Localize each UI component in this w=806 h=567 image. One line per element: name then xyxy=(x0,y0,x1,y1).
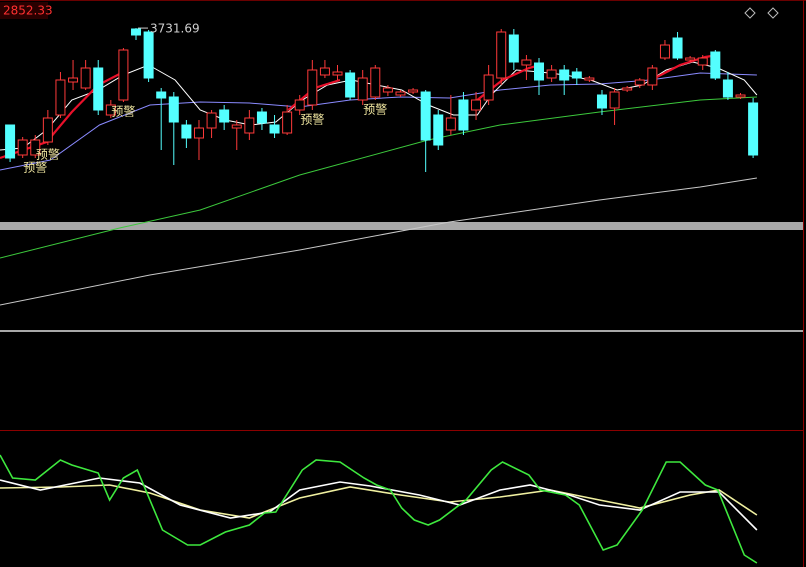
candle-body xyxy=(471,99,482,111)
candle-body xyxy=(156,91,167,99)
candle-body xyxy=(534,62,545,81)
candle-body xyxy=(282,111,293,134)
candle-body xyxy=(546,69,557,79)
candle-body xyxy=(496,31,507,79)
candle-body xyxy=(508,34,519,63)
candle-body xyxy=(735,94,746,98)
candle-body xyxy=(420,91,431,141)
candle-body xyxy=(80,67,91,89)
candle-body xyxy=(168,96,179,123)
header-value: 2852.33 xyxy=(3,4,53,18)
candle-body xyxy=(521,59,532,66)
signal-label: 预警 xyxy=(111,104,135,119)
candle-body xyxy=(697,57,708,66)
indicator-line xyxy=(0,484,758,519)
indicator-line xyxy=(0,454,758,564)
candle-body xyxy=(659,44,670,59)
candle-body xyxy=(559,69,570,81)
candle-body xyxy=(710,51,721,79)
candle-body xyxy=(408,89,419,93)
candle-body xyxy=(93,67,104,111)
candle-body xyxy=(68,77,79,83)
candle-body xyxy=(307,69,318,106)
signal-label: 预警 xyxy=(23,160,47,175)
candle-body xyxy=(483,74,494,101)
header-box xyxy=(0,2,48,19)
panel-divider xyxy=(0,222,803,230)
candle-body xyxy=(345,72,356,98)
candle-body xyxy=(647,67,658,86)
candle-body xyxy=(722,79,733,98)
candle-body xyxy=(30,139,41,156)
candle-body xyxy=(634,79,645,86)
signal-label: 预警 xyxy=(363,102,387,117)
candle-body xyxy=(5,124,16,159)
candle-body xyxy=(370,67,381,98)
signal-label: 预警 xyxy=(36,147,60,162)
candle-body xyxy=(748,102,759,156)
candle-body xyxy=(131,28,142,36)
indicator-line xyxy=(0,477,758,531)
candle-body xyxy=(17,139,28,156)
candle-body xyxy=(206,112,217,129)
candle-body xyxy=(256,111,267,124)
candle-body xyxy=(584,77,595,81)
candle-body xyxy=(395,91,406,96)
candle-body xyxy=(433,114,444,146)
candle-body xyxy=(382,87,393,93)
icon[interactable] xyxy=(767,7,779,19)
candle-body xyxy=(42,117,53,143)
candle-body xyxy=(571,71,582,79)
icon[interactable] xyxy=(744,7,756,19)
candle-body xyxy=(105,104,116,116)
candle-body xyxy=(294,99,305,111)
candle-body xyxy=(193,127,204,139)
candle-body xyxy=(244,117,255,134)
candle-body xyxy=(458,99,469,131)
candle-body xyxy=(672,37,683,59)
candle-body xyxy=(269,124,280,134)
candle-body xyxy=(231,124,242,129)
candle-body xyxy=(445,117,456,131)
candle-body xyxy=(143,31,154,79)
candle-body xyxy=(685,57,696,61)
candle-body xyxy=(118,49,129,101)
candle-body xyxy=(609,91,620,109)
candle-body xyxy=(332,71,343,76)
candle-body xyxy=(622,87,633,91)
candle-body xyxy=(219,109,230,123)
candle-body xyxy=(319,67,330,76)
signal-label: 预警 xyxy=(300,112,324,127)
candle-body xyxy=(181,124,192,139)
candle-body xyxy=(596,94,607,109)
moving-average xyxy=(0,177,757,306)
candle-body xyxy=(55,79,66,116)
annotation-label: 3731.69 xyxy=(150,22,200,36)
candle-body xyxy=(357,77,368,101)
